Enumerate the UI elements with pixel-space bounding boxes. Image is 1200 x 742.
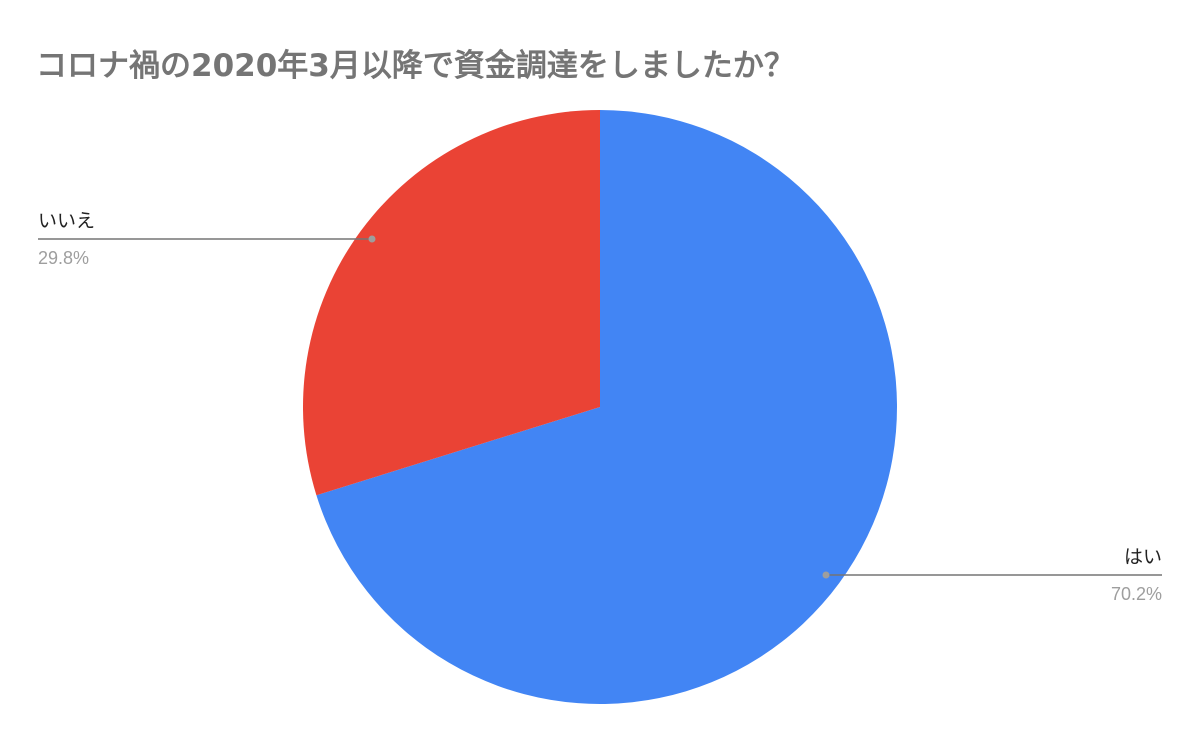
slice-percent-yes: 70.2% [1111, 584, 1162, 604]
leader-dot-no [368, 235, 376, 243]
pie-slice-no[interactable] [303, 110, 600, 496]
leader-dot-yes [822, 571, 830, 579]
pie-slice-yes[interactable] [316, 110, 897, 705]
slice-label-no: いいえ [38, 210, 95, 232]
chart-title: コロナ禍の2020年3月以降で資金調達をしましたか？ [36, 48, 795, 84]
slice-label-yes: はい [1124, 546, 1162, 568]
slice-percent-no: 29.8% [38, 248, 89, 268]
